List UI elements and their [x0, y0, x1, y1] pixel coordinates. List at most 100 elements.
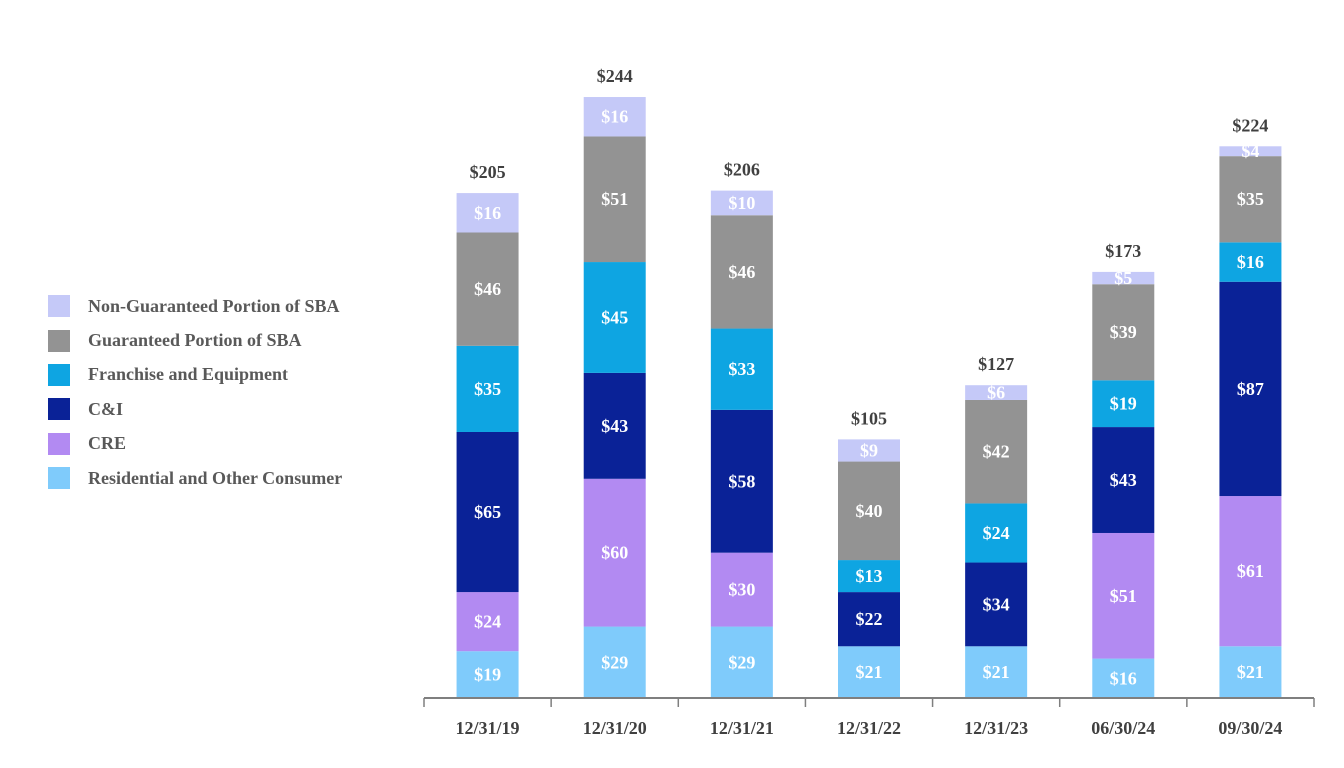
bar-segment: [710, 328, 773, 410]
segment-data-label: $35: [474, 379, 501, 399]
bar-segment: [838, 439, 900, 462]
legend-label: CRE: [88, 433, 127, 454]
bar-segment: [456, 432, 519, 593]
segment-data-label: $87: [1237, 379, 1264, 399]
bar-total-label: $224: [1232, 115, 1268, 135]
x-tick-label: 06/30/24: [1091, 718, 1155, 738]
bar-total-label: $127: [978, 354, 1014, 374]
bar-segment: [1092, 658, 1155, 698]
bar-segment: [456, 232, 519, 346]
bar-segment: [583, 372, 646, 479]
bar-total-label: $244: [597, 66, 633, 86]
legend-item-franchise-equipment: Franchise and Equipment: [48, 358, 408, 392]
bar-total-label: $173: [1105, 241, 1141, 261]
segment-data-label: $61: [1237, 561, 1264, 581]
legend-swatch-cre: [48, 432, 70, 455]
bar-segment: [456, 193, 519, 233]
bar-segment: [1219, 156, 1282, 243]
segment-data-label: $35: [1237, 189, 1264, 209]
segment-data-label: $60: [601, 543, 628, 563]
bar-segment: [456, 592, 519, 652]
legend-label: C&I: [88, 398, 123, 419]
bar-segment: [1092, 284, 1155, 381]
bar-segment: [1219, 242, 1282, 282]
segment-data-label: $43: [601, 416, 628, 436]
bar-segment: [583, 136, 646, 263]
x-tick-label: 12/31/23: [964, 718, 1028, 738]
legend-item-residential-consumer: Residential and Other Consumer: [48, 461, 408, 495]
legend-swatch-franchise-equipment: [48, 363, 70, 386]
chart-legend: Non-Guaranteed Portion of SBA Guaranteed…: [48, 289, 408, 495]
segment-data-label: $22: [856, 609, 883, 629]
bar-segment: [1219, 281, 1282, 497]
legend-label: Residential and Other Consumer: [88, 467, 343, 488]
bar-segment: [1092, 271, 1155, 285]
segment-data-label: $24: [983, 523, 1010, 543]
segment-data-label: $42: [983, 442, 1010, 462]
bar-segment: [838, 560, 900, 593]
segment-data-label: $21: [983, 662, 1010, 682]
segment-data-label: $5: [1114, 268, 1132, 288]
segment-data-label: $21: [856, 662, 883, 682]
segment-data-label: $46: [474, 279, 501, 299]
segment-data-label: $34: [983, 594, 1010, 614]
segment-data-label: $33: [728, 359, 755, 379]
x-tick-label: 09/30/24: [1218, 718, 1282, 738]
segment-data-label: $21: [1237, 662, 1264, 682]
bar-segment: [456, 345, 519, 432]
segment-data-label: $16: [601, 107, 628, 127]
legend-swatch-guaranteed-sba: [48, 329, 70, 352]
segment-data-label: $39: [1110, 322, 1137, 342]
legend-label: Franchise and Equipment: [88, 364, 289, 385]
segment-data-label: $4: [1241, 141, 1259, 161]
bar-segment: [583, 478, 646, 627]
bar-segment: [965, 385, 1028, 400]
segment-data-label: $10: [728, 193, 755, 213]
bar-segment: [710, 552, 773, 627]
segment-data-label: $16: [1110, 668, 1137, 688]
x-tick-label: 12/31/20: [583, 718, 647, 738]
x-tick-label: 12/31/22: [837, 718, 901, 738]
legend-label: Non-Guaranteed Portion of SBA: [88, 295, 340, 316]
bar-total-label: $206: [724, 160, 760, 180]
legend-swatch-non-guaranteed-sba: [48, 295, 70, 318]
bar-segment: [456, 651, 519, 698]
bar-segment: [710, 626, 773, 698]
segment-data-label: $45: [601, 307, 628, 327]
segment-data-label: $58: [728, 471, 755, 491]
segment-data-label: $6: [987, 383, 1005, 403]
segment-data-label: $9: [860, 440, 878, 460]
bar-total-label: $105: [851, 408, 887, 428]
bar-segment: [838, 592, 900, 647]
bar-segment: [965, 646, 1028, 698]
bar-segment: [1092, 532, 1155, 659]
segment-data-label: $19: [474, 665, 501, 685]
segment-data-label: $65: [474, 502, 501, 522]
segment-data-label: $16: [1237, 252, 1264, 272]
bar-segment: [965, 562, 1028, 647]
segment-data-label: $29: [728, 652, 755, 672]
bar-segment: [1092, 380, 1155, 428]
legend-label: Guaranteed Portion of SBA: [88, 330, 302, 351]
segment-data-label: $13: [856, 566, 883, 586]
legend-item-cre: CRE: [48, 427, 408, 461]
bar-segment: [583, 262, 646, 373]
segment-data-label: $29: [601, 652, 628, 672]
legend-swatch-c-and-i: [48, 398, 70, 421]
segment-data-label: $19: [1110, 394, 1137, 414]
bar-segment: [583, 97, 646, 137]
legend-item-non-guaranteed-sba: Non-Guaranteed Portion of SBA: [48, 289, 408, 323]
bar-segment: [1219, 146, 1282, 157]
bar-segment: [838, 646, 900, 698]
segment-data-label: $24: [474, 612, 501, 632]
bar-segment: [965, 503, 1028, 563]
bar-segment: [710, 190, 773, 216]
legend-item-c-and-i: C&I: [48, 392, 408, 426]
bar-segment: [1219, 646, 1282, 698]
segment-data-label: $30: [728, 580, 755, 600]
bar-segment: [710, 215, 773, 329]
segment-data-label: $46: [728, 262, 755, 282]
bar-total-label: $205: [470, 162, 506, 182]
